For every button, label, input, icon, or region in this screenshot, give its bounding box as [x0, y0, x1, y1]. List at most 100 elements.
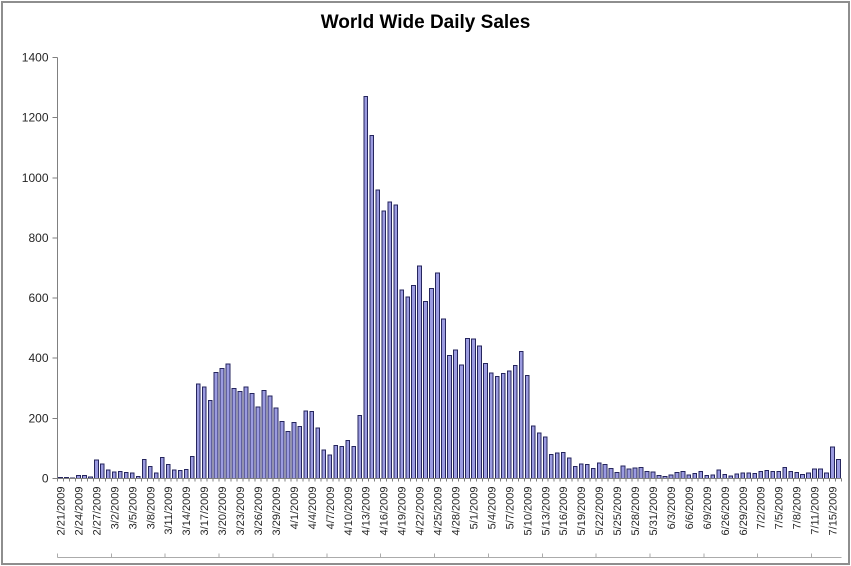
- bar[interactable]: [441, 318, 446, 479]
- bar[interactable]: [345, 439, 351, 480]
- bar[interactable]: [590, 467, 596, 480]
- bar[interactable]: [626, 468, 632, 479]
- bar[interactable]: [207, 399, 213, 480]
- bar[interactable]: [339, 445, 345, 480]
- bar[interactable]: [602, 464, 608, 480]
- bar[interactable]: [177, 470, 183, 479]
- bar[interactable]: [94, 459, 99, 480]
- bar[interactable]: [219, 368, 225, 479]
- bar[interactable]: [423, 300, 428, 479]
- bar[interactable]: [465, 338, 470, 479]
- bar[interactable]: [237, 391, 243, 479]
- bar[interactable]: [459, 364, 464, 479]
- bar[interactable]: [285, 431, 291, 479]
- bar[interactable]: [189, 456, 195, 479]
- bar[interactable]: [453, 349, 458, 479]
- bar[interactable]: [680, 471, 686, 479]
- bar[interactable]: [800, 474, 805, 480]
- bar[interactable]: [291, 421, 297, 479]
- bar[interactable]: [812, 468, 817, 479]
- bar[interactable]: [297, 425, 303, 480]
- bar[interactable]: [752, 472, 758, 479]
- bar[interactable]: [327, 454, 333, 479]
- bar[interactable]: [231, 387, 237, 479]
- bar[interactable]: [201, 386, 207, 479]
- bar[interactable]: [746, 472, 752, 480]
- bar[interactable]: [483, 363, 488, 479]
- bar[interactable]: [686, 474, 692, 479]
- bar[interactable]: [183, 468, 189, 480]
- bar[interactable]: [369, 135, 375, 480]
- bar[interactable]: [608, 467, 614, 480]
- bar[interactable]: [692, 473, 698, 479]
- bar[interactable]: [165, 464, 171, 480]
- bar[interactable]: [141, 459, 147, 479]
- bar[interactable]: [393, 204, 398, 479]
- bar[interactable]: [411, 284, 416, 480]
- bar[interactable]: [106, 469, 111, 480]
- bar[interactable]: [447, 355, 452, 479]
- bar[interactable]: [303, 410, 309, 480]
- bar[interactable]: [566, 457, 572, 479]
- bar[interactable]: [111, 471, 117, 479]
- bar[interactable]: [123, 471, 129, 480]
- bar[interactable]: [518, 350, 524, 479]
- bar[interactable]: [644, 471, 650, 479]
- bar[interactable]: [363, 96, 369, 479]
- bar[interactable]: [740, 472, 746, 480]
- bar[interactable]: [620, 465, 626, 479]
- bar[interactable]: [788, 470, 793, 480]
- bar[interactable]: [710, 474, 716, 479]
- bar[interactable]: [117, 471, 123, 479]
- bar[interactable]: [267, 395, 273, 479]
- bar[interactable]: [614, 471, 620, 480]
- bar[interactable]: [429, 288, 434, 480]
- bar[interactable]: [758, 471, 764, 479]
- bar[interactable]: [584, 464, 590, 480]
- bar[interactable]: [381, 210, 387, 479]
- bar[interactable]: [698, 471, 704, 479]
- bar[interactable]: [255, 406, 261, 479]
- bar[interactable]: [770, 470, 776, 480]
- bar[interactable]: [650, 471, 656, 479]
- bar[interactable]: [501, 373, 506, 480]
- bar[interactable]: [542, 436, 548, 480]
- bar[interactable]: [548, 453, 554, 480]
- bar[interactable]: [536, 432, 542, 479]
- bar[interactable]: [596, 462, 602, 480]
- bar[interactable]: [632, 467, 638, 480]
- bar[interactable]: [249, 393, 255, 480]
- bar[interactable]: [824, 472, 829, 479]
- bar[interactable]: [638, 466, 644, 479]
- bar[interactable]: [351, 445, 357, 480]
- bar[interactable]: [261, 389, 267, 479]
- bar[interactable]: [387, 201, 393, 479]
- bar[interactable]: [794, 471, 799, 480]
- bar[interactable]: [435, 272, 440, 480]
- bar[interactable]: [375, 189, 381, 479]
- bar[interactable]: [530, 425, 536, 479]
- bar[interactable]: [818, 468, 823, 479]
- bar[interactable]: [722, 473, 728, 480]
- bar[interactable]: [225, 363, 231, 480]
- bar[interactable]: [830, 446, 835, 479]
- bar[interactable]: [734, 473, 740, 480]
- bar[interactable]: [405, 296, 410, 479]
- bar[interactable]: [147, 465, 153, 480]
- bar[interactable]: [279, 420, 285, 480]
- bar[interactable]: [315, 427, 321, 480]
- bar[interactable]: [764, 469, 770, 479]
- bar[interactable]: [668, 474, 674, 479]
- bar[interactable]: [213, 371, 219, 480]
- bar[interactable]: [273, 407, 279, 479]
- bar[interactable]: [333, 445, 339, 479]
- bar[interactable]: [417, 265, 422, 479]
- bar[interactable]: [512, 364, 518, 479]
- bar[interactable]: [100, 463, 105, 479]
- bar[interactable]: [477, 345, 482, 479]
- bar[interactable]: [309, 410, 315, 479]
- bar[interactable]: [471, 338, 476, 479]
- bar[interactable]: [524, 375, 530, 479]
- bar[interactable]: [776, 471, 782, 479]
- bar[interactable]: [489, 372, 494, 479]
